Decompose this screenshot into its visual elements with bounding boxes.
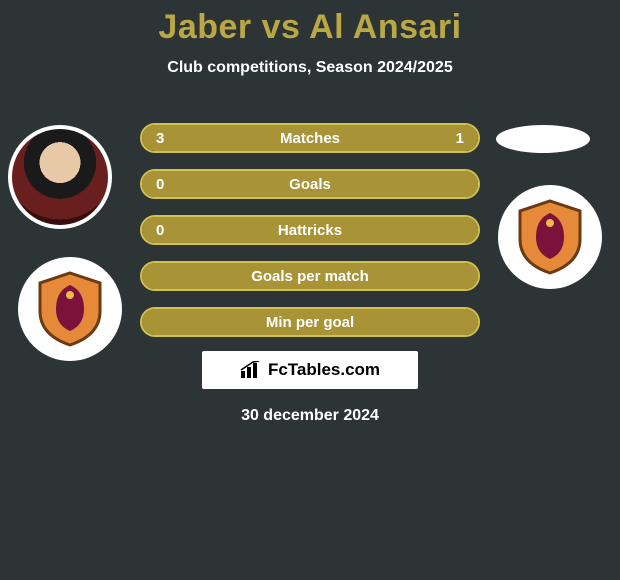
stat-label: Min per goal [142, 314, 478, 331]
player-right-placeholder [496, 125, 590, 153]
stat-value-right: 1 [456, 130, 464, 147]
infographic-container: Jaber vs Al Ansari Club competitions, Se… [0, 0, 620, 425]
brand-box: FcTables.com [202, 351, 418, 389]
stat-row: 0Goals [140, 169, 480, 199]
stat-label: Matches [142, 130, 478, 147]
stat-label: Goals per match [142, 268, 478, 285]
stat-row: 0Hattricks [140, 215, 480, 245]
player-right-club-badge [498, 185, 602, 289]
shield-icon [34, 271, 106, 347]
page-title: Jaber vs Al Ansari [0, 8, 620, 47]
brand-text: FcTables.com [268, 360, 380, 380]
main-area: 3Matches1 0Goals 0Hattricks Goals per match… [0, 107, 620, 347]
bars-chart-icon [240, 361, 262, 379]
subtitle: Club competitions, Season 2024/2025 [0, 59, 620, 77]
date: 30 december 2024 [0, 407, 620, 425]
player-left-club-badge [18, 257, 122, 361]
stat-bars: 3Matches1 0Goals 0Hattricks Goals per match… [140, 123, 480, 353]
stat-row: Min per goal [140, 307, 480, 337]
stat-row: Goals per match [140, 261, 480, 291]
stat-label: Goals [142, 176, 478, 193]
shield-icon [514, 199, 586, 275]
stat-label: Hattricks [142, 222, 478, 239]
stat-row: 3Matches1 [140, 123, 480, 153]
player-left-photo [8, 125, 112, 229]
